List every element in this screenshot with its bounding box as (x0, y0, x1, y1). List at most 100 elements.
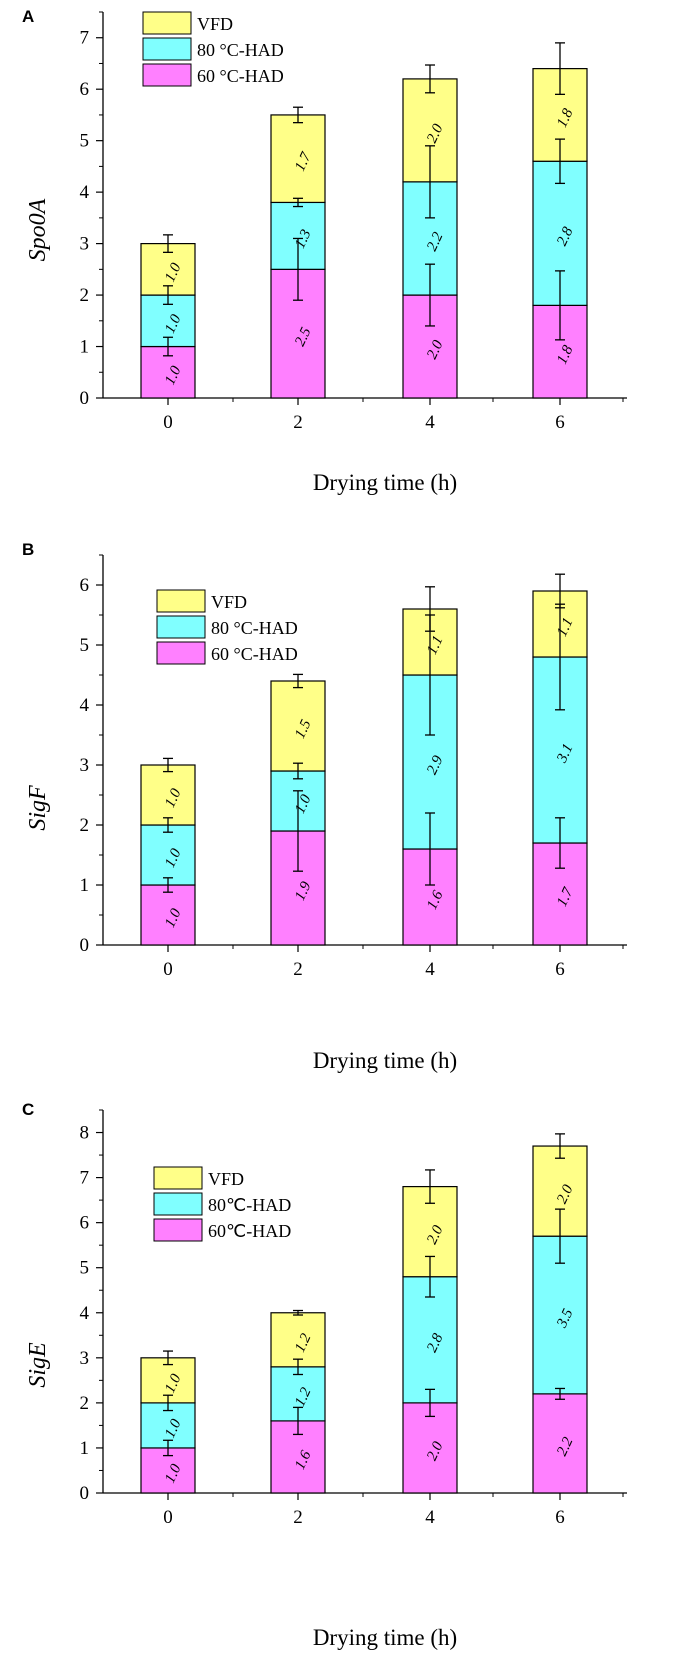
data-label: 2.0 (554, 1182, 577, 1206)
panel-c-y-tick-label: 5 (80, 1258, 90, 1279)
legend-label-60-had: 60℃-HAD (208, 1221, 291, 1241)
panel-c-y-tick-label: 0 (80, 1483, 90, 1504)
error-bar (555, 1208, 565, 1264)
data-label: 1.0 (162, 786, 185, 810)
data-label: 1.0 (162, 1416, 185, 1440)
legend-label-vfd: VFD (197, 14, 233, 34)
panel-b-y-tick-label: 6 (80, 575, 90, 596)
panel-b-y-tick-label: 2 (80, 815, 90, 836)
panel-c-y-axis-title: SigE (25, 1342, 51, 1388)
error-bar (293, 1358, 303, 1376)
panel-c-y-tick-label: 6 (80, 1213, 90, 1234)
data-label: 2.0 (424, 121, 447, 145)
panel-a-y-tick-label: 5 (80, 131, 90, 152)
error-bar (293, 197, 303, 208)
data-label: 1.2 (292, 1385, 315, 1409)
panel-c-y-tick-label: 3 (80, 1348, 90, 1369)
error-bar (163, 336, 173, 357)
bar-segment-80had (402, 1276, 458, 1404)
legend-label-vfd: VFD (211, 592, 247, 612)
panel-b-x-tick-label: 0 (163, 959, 173, 980)
data-label: 1.6 (424, 888, 447, 912)
panel-a-y-tick-label: 7 (80, 28, 90, 49)
panel-a-x-tick-label: 2 (293, 412, 303, 433)
panel-c-x-tick-label: 2 (293, 1507, 303, 1528)
data-label: 1.1 (424, 633, 446, 657)
panel-c-y-tick-label: 2 (80, 1393, 90, 1414)
data-label: 2.9 (424, 753, 447, 777)
panel-b-x-tick-label: 6 (555, 959, 565, 980)
error-bar (163, 757, 173, 773)
legend-label-60-had: 60 °C-HAD (197, 66, 284, 86)
legend-swatch-60-had (153, 1218, 203, 1242)
data-label: 2.0 (424, 1439, 447, 1463)
panel-c-x-tick-label: 4 (425, 1507, 435, 1528)
bar-segment-60had (140, 884, 196, 946)
legend-label-80-had: 80 °C-HAD (211, 618, 298, 638)
bar-segment-vfd (270, 680, 326, 772)
error-bar (293, 673, 303, 689)
error-bar (555, 42, 565, 95)
data-label: 1.1 (554, 615, 576, 639)
legend-swatch-80-had (156, 615, 206, 639)
error-bar (163, 234, 173, 253)
error-bar (163, 1394, 173, 1412)
panel-b-legend: VFD 80 °C-HAD 60 °C-HAD (156, 589, 298, 665)
error-bar (293, 237, 303, 301)
data-label: 1.0 (162, 1371, 185, 1395)
panel-c-x-axis-title: Drying time (h) (313, 1625, 457, 1650)
panel-a-error-bars (163, 42, 565, 357)
panel-c-letter: C (22, 1100, 34, 1119)
data-label: 2.0 (424, 1223, 447, 1247)
panel-c-y-tick-label: 4 (80, 1303, 90, 1324)
data-label: 1.9 (292, 879, 315, 903)
panel-a-x-tick-label: 4 (425, 412, 435, 433)
data-label: 1.0 (162, 846, 185, 870)
panel-b-letter: B (22, 540, 34, 559)
error-bar (425, 145, 435, 219)
bar-segment-vfd (270, 114, 326, 204)
error-bar (425, 64, 435, 94)
panel-a-y-tick-label: 1 (80, 337, 90, 358)
error-bar (555, 1133, 565, 1159)
panel-b: B SigF Drying time (h) VFD 80 °C-HAD 60 … (22, 540, 627, 1073)
panel-a-data-labels: 1.0 1.0 1.0 2.5 1.3 1.7 2.0 2.2 2.0 1.8 2.8 1.8 (162, 106, 577, 388)
legend-label-80-had: 80 °C-HAD (197, 40, 284, 60)
panel-b-x-axis-title: Drying time (h) (313, 1048, 457, 1073)
panel-a-x-tick-label: 6 (555, 412, 565, 433)
panel-b-x-tick-label: 4 (425, 959, 435, 980)
error-bar (163, 817, 173, 833)
error-bar (293, 1406, 303, 1436)
data-label: 1.3 (292, 227, 314, 251)
panel-c-data-labels: 1.0 1.0 1.0 1.6 1.2 1.2 2.0 2.8 2.0 2.2 3.5 2.0 (162, 1182, 577, 1486)
panel-a-letter: A (22, 7, 34, 26)
error-bar (163, 285, 173, 305)
error-bar (425, 1255, 435, 1298)
panel-b-y-tick-label: 4 (80, 695, 90, 716)
panel-a-x-tick-label: 0 (163, 412, 173, 433)
legend-label-60-had: 60 °C-HAD (211, 644, 298, 664)
panel-a-y-tick-label: 6 (80, 79, 90, 100)
data-label: 2.2 (424, 229, 447, 253)
panel-c-error-bars (163, 1133, 565, 1457)
error-bar (163, 1350, 173, 1366)
panel-a-x-axis-title: Drying time (h) (313, 470, 457, 495)
error-bar (163, 1439, 173, 1457)
data-label: 1.0 (162, 1461, 185, 1485)
legend-swatch-60-had (142, 63, 192, 87)
data-label: 2.8 (424, 1331, 447, 1355)
error-bar (425, 263, 435, 327)
legend-swatch-vfd (156, 589, 206, 613)
panel-a-y-tick-label: 2 (80, 285, 90, 306)
panel-c-y-tick-label: 8 (80, 1123, 90, 1144)
legend-swatch-vfd (153, 1166, 203, 1190)
data-label: 1.0 (162, 312, 185, 336)
error-bar (555, 270, 565, 341)
panel-b-y-axis-title: SigF (25, 785, 51, 831)
error-bar (555, 573, 565, 609)
error-bar (293, 1309, 303, 1316)
panel-a: A Spo0A Drying time (h) VFD 80 °C-HAD 60… (22, 7, 627, 495)
error-bar (425, 586, 435, 632)
legend-swatch-60-had (156, 641, 206, 665)
